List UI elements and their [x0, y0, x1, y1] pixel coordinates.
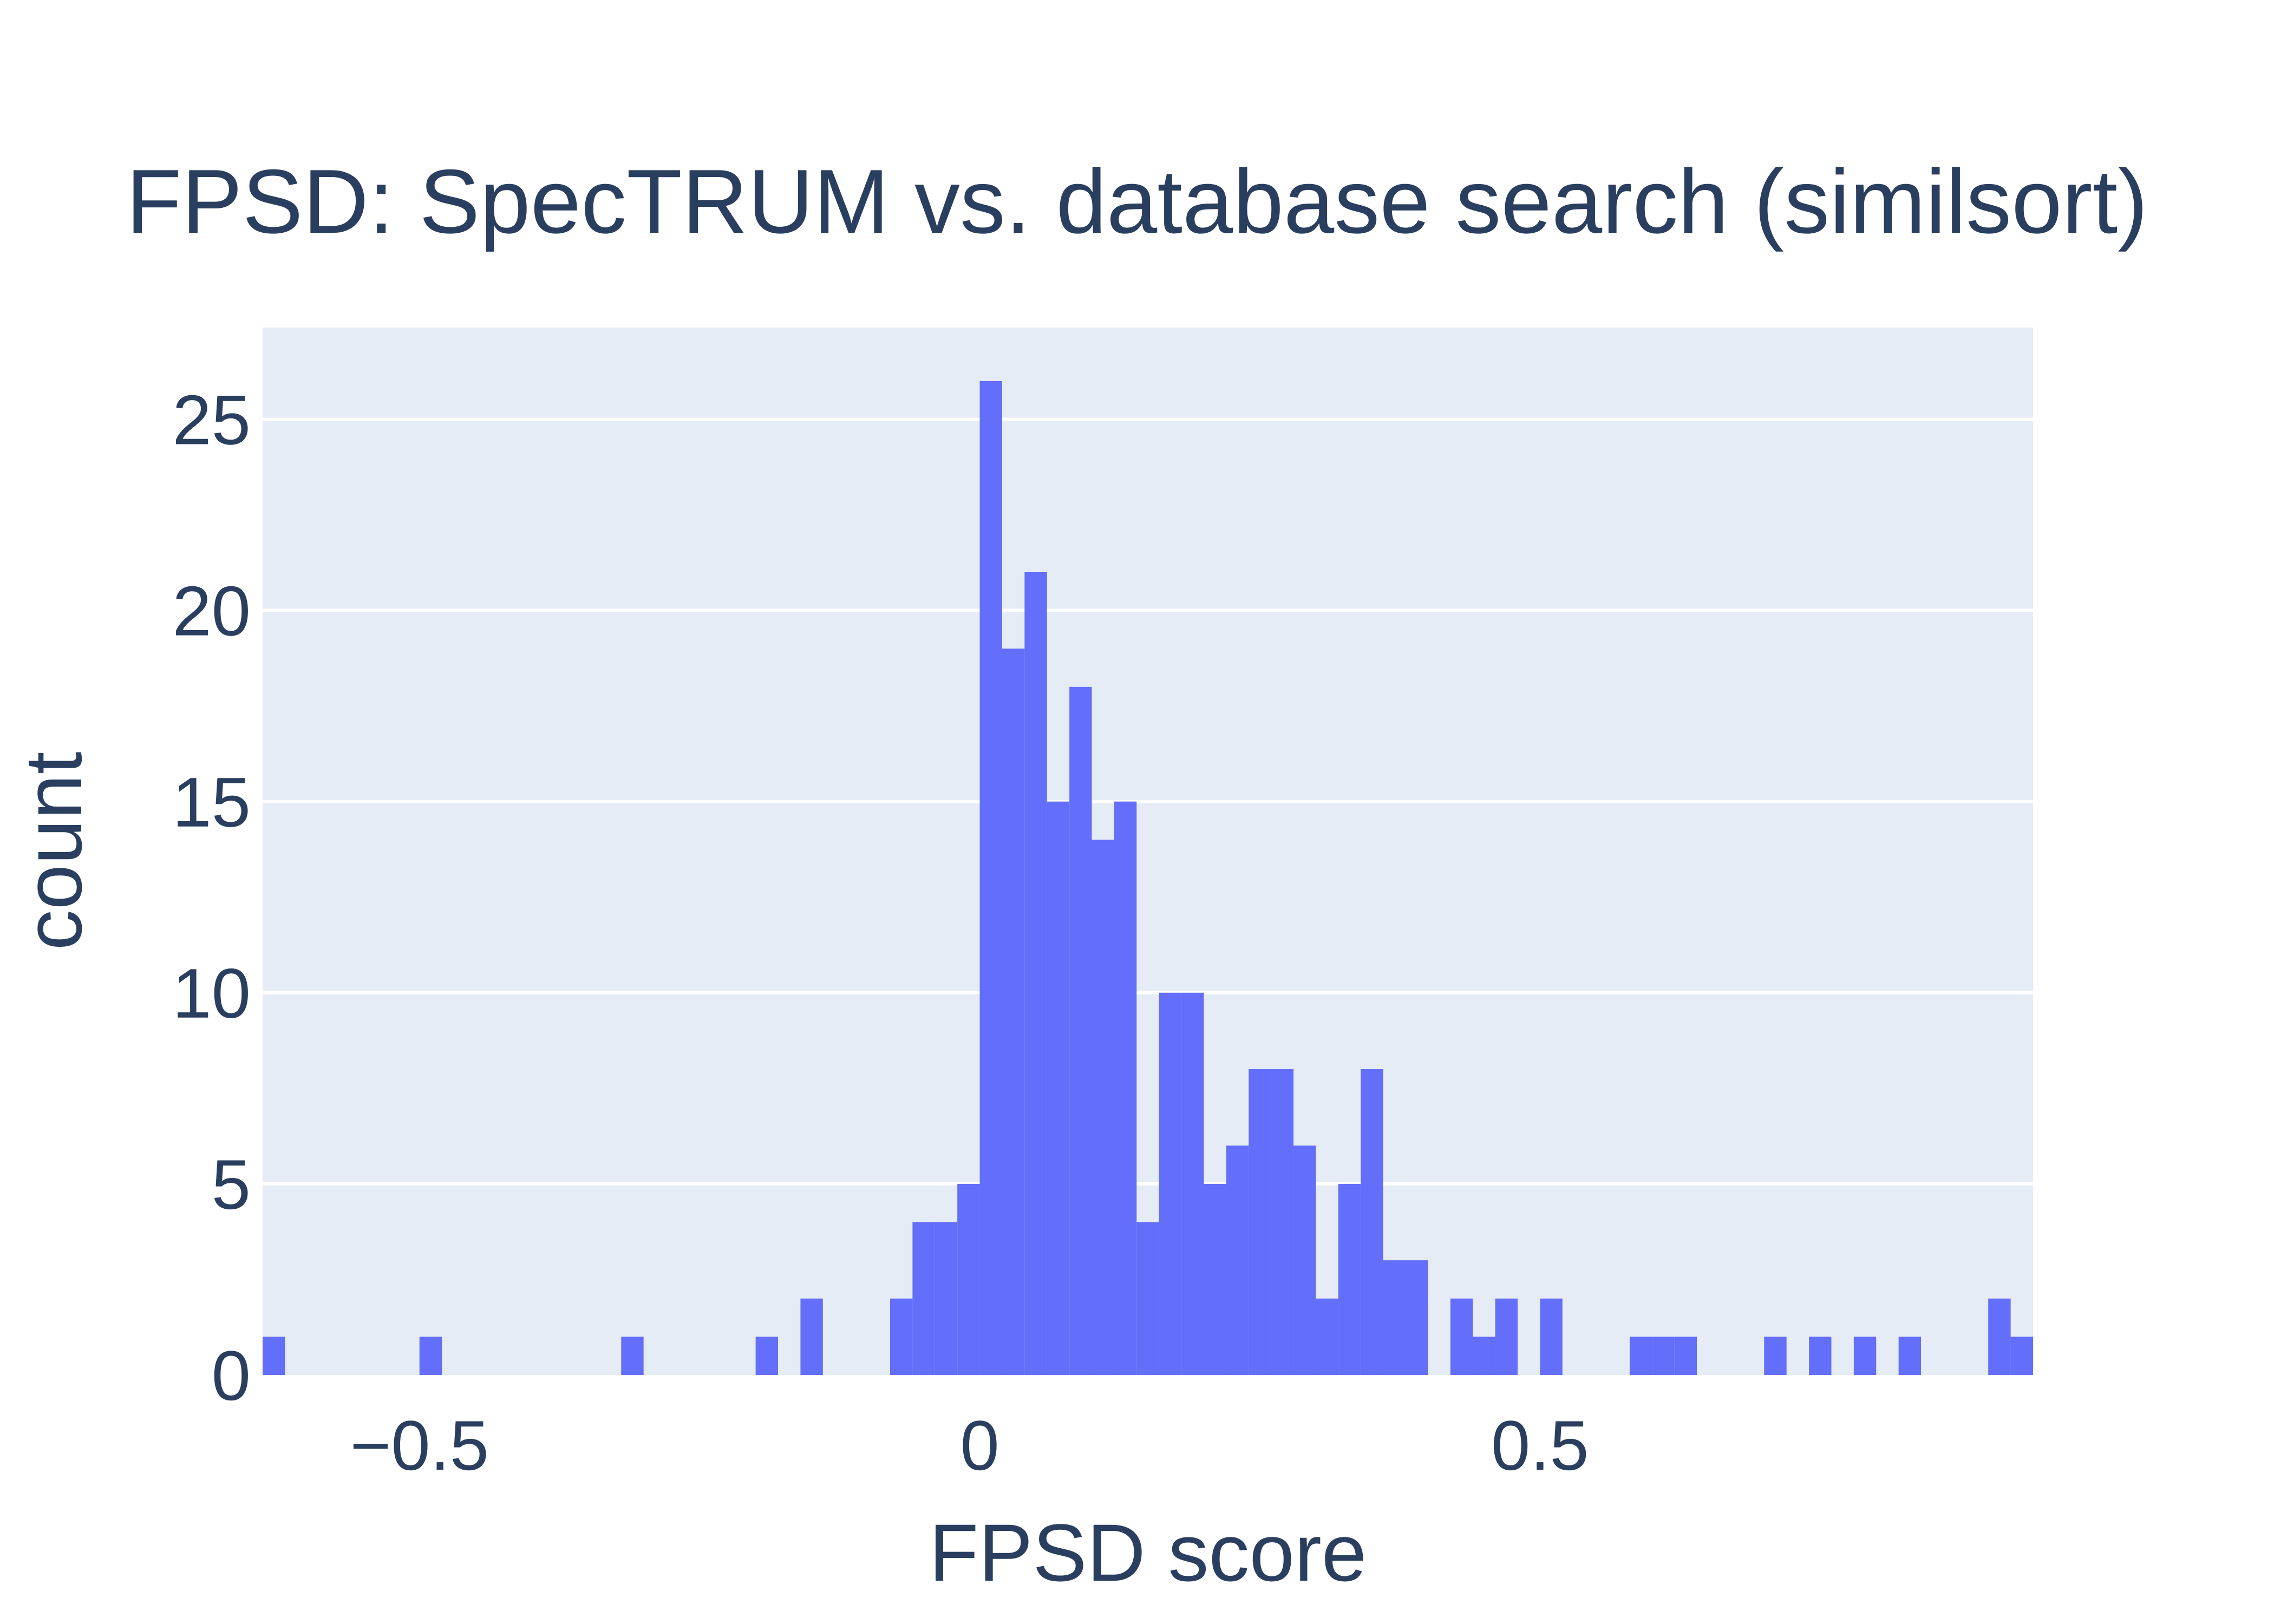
histogram-bar [1226, 1145, 1249, 1375]
histogram-bar [1473, 1337, 1495, 1375]
histogram-bar [1338, 1183, 1361, 1375]
y-axis-ticks: 0 5 10 15 20 25 [172, 380, 251, 1415]
histogram-bar [1652, 1337, 1675, 1375]
histogram-bar [1898, 1337, 1922, 1375]
histogram-bar [419, 1337, 442, 1375]
chart-title: FPSD: SpecTRUM vs. database search (simi… [126, 150, 2148, 252]
histogram-bar [1069, 686, 1092, 1375]
histogram-bar [912, 1222, 935, 1375]
x-tick-label: 0.5 [1491, 1406, 1589, 1485]
histogram-bar [1293, 1145, 1316, 1375]
histogram-bar [890, 1298, 913, 1375]
histogram-bar [1136, 1222, 1159, 1375]
y-tick-label: 15 [172, 763, 251, 842]
histogram-bar [1092, 840, 1114, 1375]
histogram-bar [1181, 992, 1204, 1375]
y-tick-label: 25 [172, 380, 251, 459]
histogram-bar [2010, 1337, 2033, 1375]
histogram-bar [1495, 1298, 1518, 1375]
histogram-bar [1540, 1298, 1563, 1375]
x-tick-label: −0.5 [350, 1406, 489, 1485]
histogram-bar [1383, 1260, 1406, 1375]
histogram-bar [1024, 572, 1047, 1375]
histogram-bar [957, 1183, 980, 1375]
histogram-bar [1249, 1069, 1271, 1375]
histogram-bar [1047, 801, 1070, 1375]
histogram-bar [1271, 1069, 1294, 1375]
y-tick-label: 20 [172, 572, 251, 651]
histogram-bar [979, 381, 1002, 1375]
histogram-bar [1114, 801, 1137, 1375]
x-axis-ticks: −0.5 0 0.5 [350, 1406, 1589, 1485]
histogram-bar [800, 1298, 823, 1375]
x-tick-label: 0 [960, 1406, 999, 1485]
histogram-bar [1674, 1337, 1697, 1375]
y-tick-label: 0 [212, 1336, 251, 1415]
histogram-bar [1159, 992, 1182, 1375]
histogram-bar [1809, 1337, 1832, 1375]
y-axis-title: count [8, 752, 99, 951]
histogram-bar [1002, 649, 1025, 1375]
histogram-bar [263, 1337, 285, 1375]
histogram-bar [1450, 1298, 1473, 1375]
histogram-bar [1361, 1069, 1383, 1375]
histogram-bar [1204, 1183, 1226, 1375]
y-tick-label: 5 [212, 1145, 251, 1224]
histogram-bar [755, 1337, 779, 1375]
plot-area [263, 328, 2033, 1375]
histogram-bar [1853, 1337, 1877, 1375]
histogram-bar [935, 1222, 958, 1375]
x-axis-title: FPSD score [929, 1507, 1367, 1598]
y-tick-label: 10 [172, 954, 251, 1033]
histogram-bar [1764, 1337, 1787, 1375]
histogram-bar [1406, 1260, 1428, 1375]
histogram-bar [1988, 1298, 2011, 1375]
histogram-bar [621, 1337, 644, 1375]
histogram-bar [1316, 1298, 1338, 1375]
histogram-bars [263, 381, 2033, 1375]
y-gridlines [263, 417, 2033, 1186]
histogram-bar [1629, 1337, 1652, 1375]
